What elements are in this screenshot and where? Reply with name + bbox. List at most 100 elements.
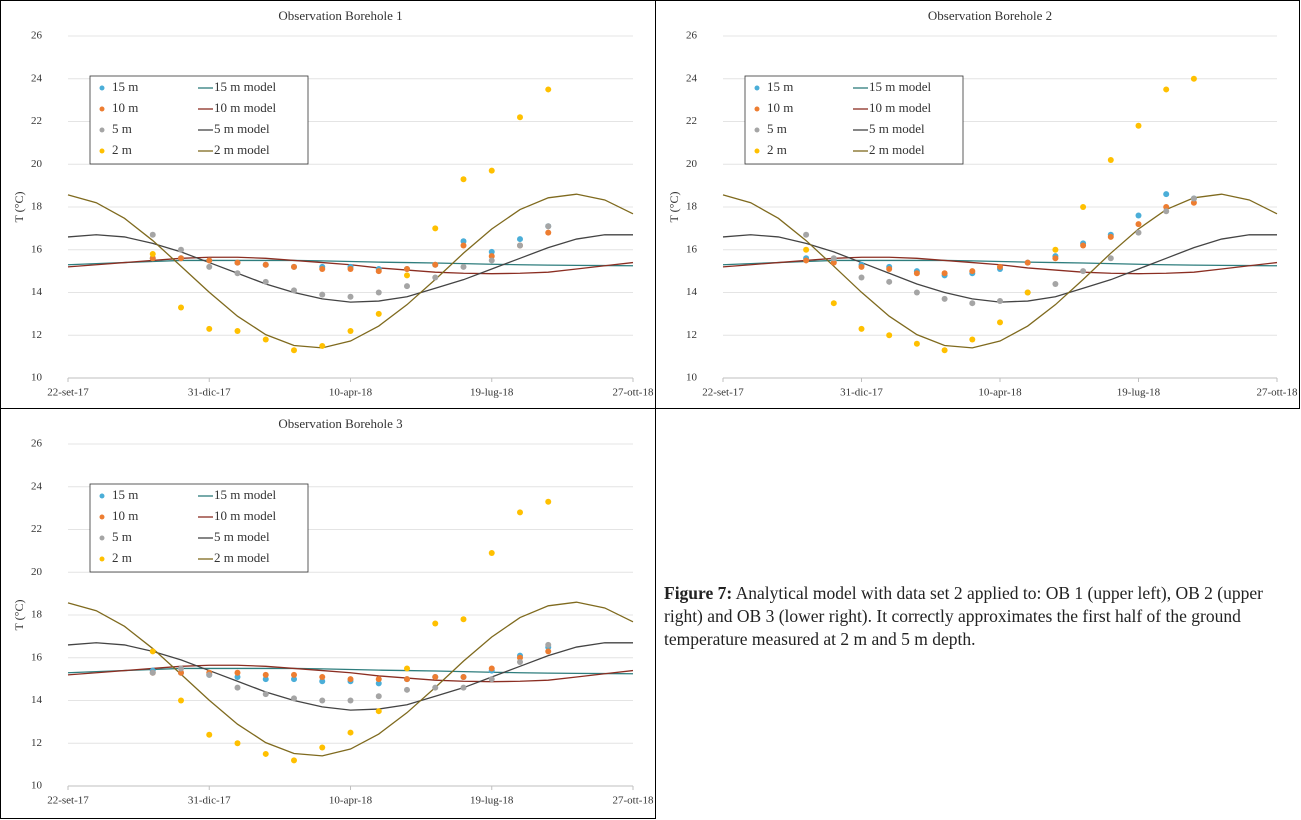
data-point — [803, 231, 810, 238]
data-point — [941, 347, 948, 354]
data-point — [404, 272, 410, 279]
x-tick-label: 10-apr-18 — [329, 387, 373, 399]
data-point — [460, 176, 467, 183]
x-tick-label: 31-dic-17 — [840, 387, 883, 399]
data-point — [291, 757, 297, 764]
data-point — [488, 676, 495, 683]
y-tick-label: 14 — [31, 286, 43, 298]
data-point — [545, 86, 552, 93]
data-point — [1190, 195, 1197, 202]
data-point — [149, 255, 156, 262]
legend-label: 2 m model — [869, 142, 925, 157]
data-point — [969, 300, 976, 307]
legend-label: 2 m model — [214, 550, 270, 565]
data-point — [149, 648, 156, 655]
legend-marker — [99, 535, 105, 541]
data-point — [432, 620, 439, 627]
y-tick-label: 26 — [31, 30, 43, 42]
y-tick-label: 14 — [31, 694, 43, 706]
model-line — [67, 664, 634, 683]
y-tick-label: 20 — [31, 566, 43, 578]
data-point — [375, 676, 382, 683]
data-point — [262, 671, 269, 678]
model-line — [67, 193, 634, 349]
data-point — [1024, 289, 1031, 296]
data-point — [858, 263, 865, 270]
y-tick-label: 18 — [686, 201, 698, 213]
data-point — [234, 270, 241, 277]
data-point — [1107, 156, 1114, 163]
data-point — [545, 223, 552, 230]
data-point — [517, 236, 523, 243]
data-point — [488, 248, 495, 255]
legend-marker — [754, 148, 760, 154]
data-point — [178, 246, 184, 253]
y-tick-label: 14 — [686, 286, 698, 298]
model-line — [67, 601, 634, 757]
data-point — [234, 673, 241, 680]
legend-label: 10 m model — [214, 508, 276, 523]
y-tick-label: 26 — [31, 438, 43, 450]
caption: Figure 7: Analytical model with data set… — [664, 582, 1296, 651]
data-point — [347, 265, 354, 272]
legend-marker — [99, 106, 105, 112]
data-point — [404, 665, 410, 672]
x-tick-label: 19-lug-18 — [470, 795, 514, 807]
legend-label: 2 m model — [214, 142, 270, 157]
legend-marker — [754, 85, 760, 91]
legend-label: 5 m model — [214, 529, 270, 544]
legend-label: 15 m — [112, 79, 138, 94]
x-tick-label: 27-ott-18 — [613, 795, 654, 807]
y-tick-label: 12 — [31, 329, 42, 341]
model-line — [722, 193, 1278, 349]
data-point — [291, 347, 297, 354]
data-point — [347, 327, 354, 334]
data-point — [997, 298, 1003, 305]
legend-label: 15 m model — [214, 79, 276, 94]
x-tick-label: 22-set-17 — [702, 387, 744, 399]
data-point — [291, 695, 297, 702]
data-point — [262, 676, 269, 683]
data-point — [941, 295, 948, 302]
caption-label: Figure 7: — [664, 583, 733, 603]
legend-marker — [99, 127, 105, 133]
data-point — [517, 242, 523, 249]
data-point — [319, 678, 326, 685]
data-point — [913, 270, 920, 277]
y-tick-label: 24 — [31, 72, 43, 84]
legend-label: 5 m model — [214, 121, 270, 136]
data-point — [1190, 75, 1197, 82]
data-point — [545, 229, 552, 236]
x-tick-label: 19-lug-18 — [1117, 387, 1161, 399]
data-point — [1107, 255, 1114, 262]
data-point — [291, 263, 297, 270]
y-tick-label: 24 — [31, 480, 43, 492]
data-point — [1163, 208, 1170, 215]
data-point — [432, 261, 439, 268]
legend-marker — [99, 85, 105, 91]
legend-label: 10 m model — [214, 100, 276, 115]
legend-box — [89, 75, 309, 165]
x-tick-label: 31-dic-17 — [188, 795, 231, 807]
y-tick-label: 26 — [686, 30, 698, 42]
data-point — [997, 263, 1003, 270]
model-line — [67, 259, 634, 267]
data-point — [488, 167, 495, 174]
legend-label: 15 m — [767, 79, 793, 94]
data-point — [969, 268, 976, 275]
data-point — [319, 342, 326, 349]
data-point — [913, 289, 920, 296]
model-line — [67, 234, 633, 303]
y-tick-label: 22 — [31, 523, 42, 535]
y-axis-label: T (°C) — [12, 192, 26, 223]
model-line — [67, 667, 634, 675]
legend-label: 5 m — [767, 121, 787, 136]
data-point — [291, 676, 297, 683]
data-point — [460, 238, 467, 245]
y-tick-label: 22 — [686, 115, 697, 127]
data-point — [234, 669, 241, 676]
data-point — [404, 686, 410, 693]
y-tick-label: 16 — [31, 651, 43, 663]
data-point — [262, 278, 269, 285]
